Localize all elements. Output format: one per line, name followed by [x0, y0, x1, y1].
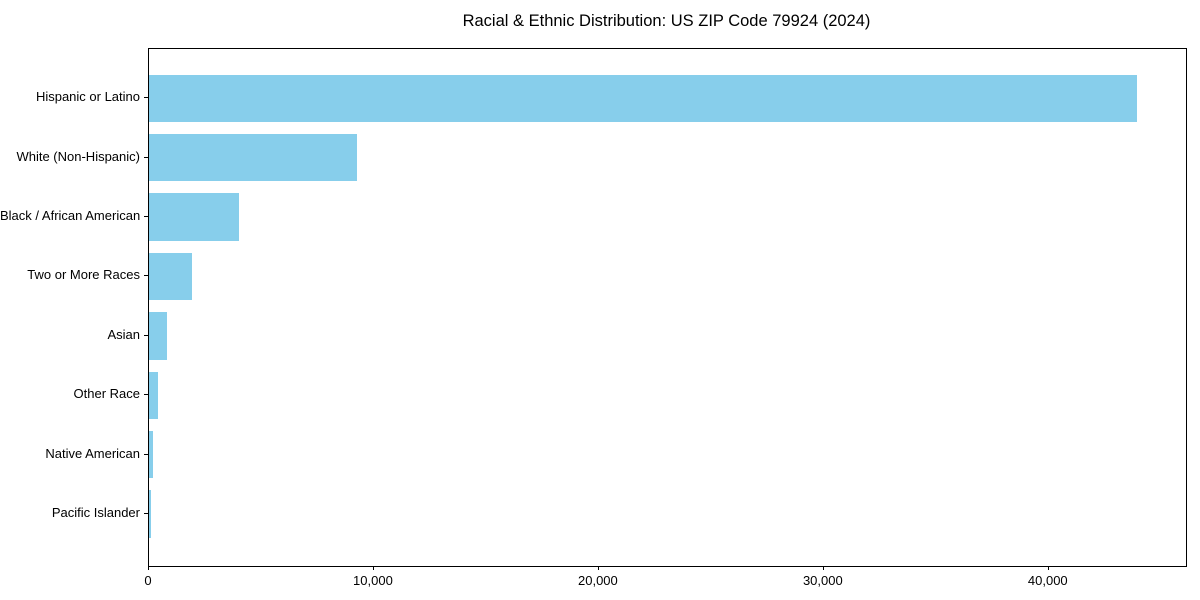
x-tick-label-30-000: 30,000: [802, 573, 843, 588]
bar-other-race: [149, 371, 158, 419]
y-tick-mark: [144, 453, 148, 455]
y-tick-label-black-african-american: Black / African American: [0, 208, 141, 224]
chart-title: Racial & Ethnic Distribution: US ZIP Cod…: [462, 12, 871, 30]
y-tick-label-other-race: Other Race: [73, 386, 140, 402]
y-tick-mark: [144, 97, 148, 99]
bar-native-american: [149, 430, 154, 479]
y-tick-mark: [144, 156, 148, 158]
x-tick-label-20-000: 20,000: [578, 573, 618, 588]
y-tick-mark: [144, 513, 148, 515]
x-tick-mark: [1047, 566, 1049, 570]
bar-pacific-islander: [149, 490, 152, 538]
y-tick-label-native-american: Native American: [45, 445, 140, 461]
y-tick-label-hispanic-or-latino: Hispanic or Latino: [35, 89, 140, 105]
y-tick-label-two-or-more-races: Two or More Races: [27, 267, 140, 283]
bar-white-non-hispanic: [149, 133, 358, 182]
y-tick-label-white-non-hispanic: White (Non-Hispanic): [16, 148, 140, 164]
x-tick-mark: [597, 566, 599, 570]
x-tick-mark: [822, 566, 824, 570]
y-tick-mark: [144, 275, 148, 277]
x-tick-label-0: 0: [144, 573, 152, 588]
x-tick-label-40-000: 40,000: [1027, 573, 1068, 588]
x-tick-mark: [148, 566, 149, 570]
x-tick-label-10-000: 10,000: [353, 573, 393, 588]
x-tick-mark: [372, 566, 374, 570]
plot-area: [148, 48, 1187, 567]
y-tick-label-pacific-islander: Pacific Islander: [51, 505, 140, 521]
y-tick-label-asian: Asian: [107, 326, 140, 342]
bar-hispanic-or-latino: [149, 74, 1137, 122]
y-tick-mark: [144, 334, 148, 336]
bar-black-african-american: [149, 193, 239, 241]
bar-two-or-more-races: [149, 252, 192, 301]
bar-asian: [149, 312, 168, 360]
y-tick-mark: [144, 216, 148, 218]
y-tick-mark: [144, 394, 148, 396]
